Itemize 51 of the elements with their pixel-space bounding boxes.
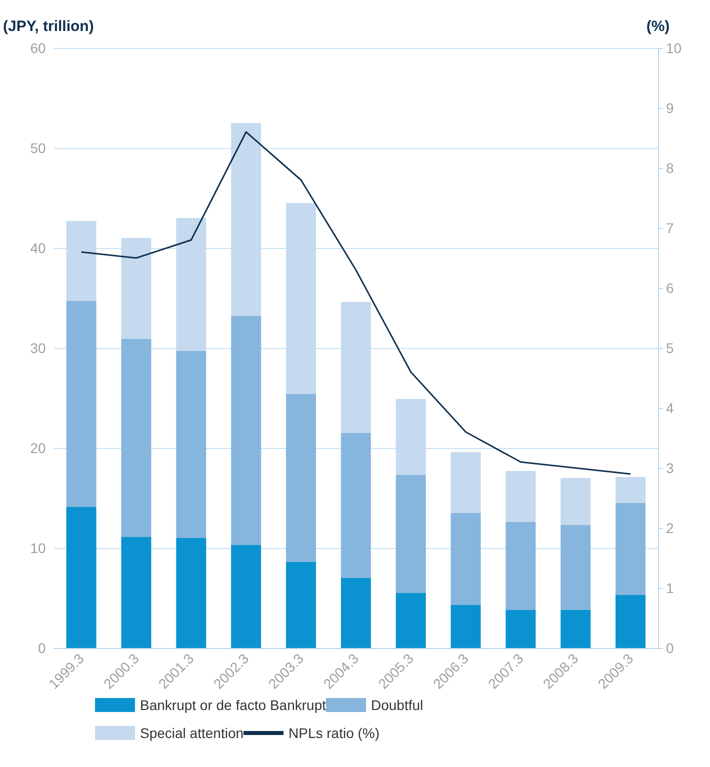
- bar: [121, 339, 152, 537]
- y2-tick-label: 10: [666, 40, 682, 56]
- bar: [396, 593, 426, 648]
- bar: [450, 513, 481, 605]
- bar: [121, 537, 152, 648]
- bar: [616, 595, 646, 648]
- bar: [450, 605, 481, 648]
- y2-tick-label: 5: [666, 340, 674, 356]
- y2-tick-label: 9: [666, 100, 674, 116]
- bar: [616, 503, 646, 595]
- y-tick-label: 0: [38, 640, 46, 656]
- y2-tick-label: 6: [666, 280, 674, 296]
- y-axis-title: (JPY, trillion): [3, 18, 94, 35]
- y2-tick-label: 0: [666, 640, 674, 656]
- bar: [560, 610, 591, 648]
- legend-label: Bankrupt or de facto Bankrupt: [140, 697, 326, 713]
- y-tick-label: 60: [30, 40, 46, 56]
- bar: [396, 475, 426, 593]
- y-tick-label: 20: [30, 440, 46, 456]
- bar: [506, 522, 536, 610]
- bar: [560, 478, 591, 525]
- y2-tick-label: 1: [666, 580, 674, 596]
- y2-axis-title: (%): [646, 18, 670, 35]
- y2-tick-label: 7: [666, 220, 674, 236]
- bar: [286, 394, 316, 562]
- bar: [66, 507, 96, 648]
- y-tick-label: 30: [30, 340, 46, 356]
- y-tick-label: 50: [30, 140, 46, 156]
- y2-tick-label: 3: [666, 460, 674, 476]
- y-tick-label: 10: [30, 540, 46, 556]
- line-series: [80, 131, 632, 475]
- bar: [616, 477, 646, 503]
- bar: [340, 578, 371, 648]
- bar: [176, 538, 206, 648]
- legend-label: Special attention: [140, 725, 244, 741]
- bar: [450, 452, 481, 513]
- bar: [560, 525, 591, 610]
- y2-tick-label: 4: [666, 400, 674, 416]
- bar: [231, 545, 262, 648]
- bar: [506, 610, 536, 648]
- bar: [340, 433, 371, 578]
- y2-tick-label: 8: [666, 160, 674, 176]
- bar: [506, 471, 536, 522]
- bar: [286, 562, 316, 648]
- bar: [231, 316, 262, 545]
- legend-label: Doubtful: [371, 697, 424, 713]
- legend-label: NPLs ratio (%): [288, 725, 380, 741]
- y-tick-label: 40: [30, 240, 46, 256]
- bar: [66, 301, 96, 507]
- y2-tick-label: 2: [666, 520, 674, 536]
- bar: [176, 351, 206, 538]
